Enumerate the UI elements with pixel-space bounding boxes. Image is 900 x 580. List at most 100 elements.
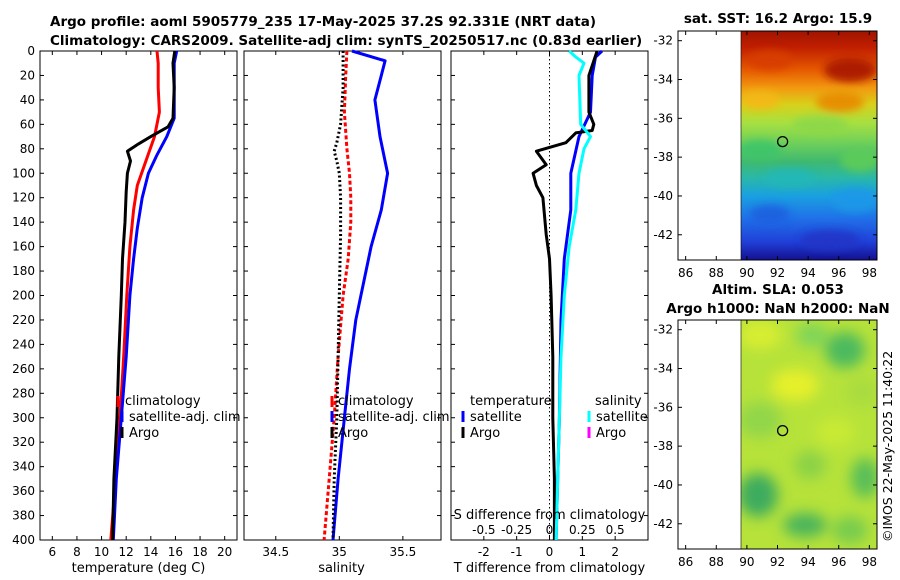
map-y-tick-label: -32 <box>653 323 673 337</box>
y-tick-label: 20 <box>20 68 35 82</box>
y-tick-label: 120 <box>12 191 35 205</box>
difference-legend-temperature: temperature satellite Argo <box>461 394 552 441</box>
salinity-frame <box>243 50 442 541</box>
map-y-tick-label: -38 <box>653 150 673 164</box>
sla-map-title-line2: Argo h1000: NaN h2000: NaN <box>666 301 889 317</box>
figure-title-line2: Climatology: CARS2009. Satellite-adj cli… <box>50 33 642 49</box>
y-tick-label: 40 <box>20 93 35 107</box>
series-line-argo <box>111 50 177 541</box>
difference-axes: -2 -1 0 1 2 -0.5 -0.25 0 0.25 0.5 <box>451 50 648 559</box>
map-y-tick-label: -36 <box>653 111 673 125</box>
y-tick-label: 260 <box>12 362 35 376</box>
difference-legend-salinity: salinity satellite Argo <box>587 394 648 441</box>
y-tick-label: 160 <box>12 240 35 254</box>
map-y-tick-label: -42 <box>653 228 673 242</box>
map-y-tick-label: -38 <box>653 439 673 453</box>
salinity-panel: 34.5 35 35.5 salinity climatology satellit… <box>243 49 450 576</box>
x-tick-label: 14 <box>143 545 158 559</box>
sla-map-axes: 86 88 90 92 94 96 98 -32 -34 -36 -38 -40 -42 <box>653 320 877 569</box>
y-tick-label: 180 <box>12 264 35 278</box>
y-tick-label: 100 <box>12 166 35 180</box>
argo-float-marker <box>776 135 789 148</box>
y-tick-label: 200 <box>12 289 35 303</box>
map-x-tick-label: 94 <box>800 555 815 569</box>
y-tick-label: 220 <box>12 313 35 327</box>
map-x-tick-label: 96 <box>831 555 846 569</box>
map-x-tick-label: 98 <box>862 266 877 280</box>
y-tick-label: 320 <box>12 435 35 449</box>
x-tick-label: 2 <box>611 545 619 559</box>
series-line-argo <box>531 50 599 540</box>
legend-header-salinity: salinity <box>595 394 642 409</box>
legend-label-sal-argo: Argo <box>596 426 626 441</box>
map-x-tick-label: 90 <box>739 555 754 569</box>
sla-field <box>741 320 877 549</box>
series-line-argo <box>331 51 345 541</box>
y-tick-label: 400 <box>12 533 35 547</box>
map-x-tick-label: 94 <box>800 266 815 280</box>
map-x-tick-label: 86 <box>678 266 693 280</box>
x-tick-label: 16 <box>168 545 183 559</box>
legend-label-temp-satellite: satellite <box>470 410 522 425</box>
figure-title-line1: Argo profile: aoml 5905779_235 17-May-20… <box>50 14 596 30</box>
sla-map-title-line1: Altim. SLA: 0.053 <box>712 282 844 298</box>
map-x-tick-label: 98 <box>862 555 877 569</box>
x-tick-label: 35.5 <box>390 545 417 559</box>
y-tick-label: 60 <box>20 117 35 131</box>
imos-credit: ©IMOS 22-May-2025 11:40:22 <box>880 351 895 542</box>
sla-map: Altim. SLA: 0.053 Argo h1000: NaN h2000:… <box>653 282 889 569</box>
legend-label-argo: Argo <box>338 426 368 441</box>
map-x-tick-label: 92 <box>770 555 785 569</box>
map-y-tick-label: -32 <box>653 34 673 48</box>
x-tick-label: 10 <box>94 545 109 559</box>
map-x-tick-label: 88 <box>709 555 724 569</box>
x2-tick-label: 0.25 <box>569 523 596 537</box>
temperature-legend: climatology satellite-adj. clim Argo <box>116 394 241 441</box>
x2-tick-label: 0 <box>546 523 554 537</box>
x-tick-label: -2 <box>478 545 490 559</box>
map-y-tick-label: -34 <box>653 73 673 87</box>
temperature-axes: 0 20 40 60 80 100 120 140 160 180 200 220 240 260 280 3… <box>12 44 237 559</box>
temperature-series <box>109 50 179 541</box>
y-tick-label: 80 <box>20 142 35 156</box>
legend-label-satellite: satellite-adj. clim <box>129 410 241 425</box>
legend-label-temp-argo: Argo <box>470 426 500 441</box>
x-tick-label: 0 <box>546 545 554 559</box>
series-line-satellite-adj-clim <box>331 49 390 541</box>
series-line-climatology <box>322 50 353 541</box>
legend-label-climatology: climatology <box>338 394 414 409</box>
difference-panel: -2 -1 0 1 2 -0.5 -0.25 0 0.25 0.5 S difference fr… <box>450 49 649 576</box>
legend-header-temperature: temperature <box>470 394 552 409</box>
legend-label-climatology: climatology <box>125 394 201 409</box>
salinity-difference-label: S difference from climatology <box>454 508 646 523</box>
sst-map-title: sat. SST: 16.2 Argo: 15.9 <box>684 11 872 27</box>
map-y-tick-label: -40 <box>653 478 673 492</box>
series-line-salinity-satellite <box>554 49 592 541</box>
x2-tick-label: 0.5 <box>606 523 625 537</box>
x-tick-label: 18 <box>192 545 207 559</box>
y-tick-label: 300 <box>12 411 35 425</box>
y-tick-label: 140 <box>12 215 35 229</box>
x-tick-label: 8 <box>73 545 81 559</box>
temperature-xlabel: temperature (deg C) <box>72 561 206 576</box>
salinity-series <box>322 49 390 541</box>
x-tick-label: 20 <box>217 545 232 559</box>
map-y-tick-label: -42 <box>653 517 673 531</box>
x2-tick-label: -0.25 <box>501 523 532 537</box>
temperature-difference-xlabel: T difference from climatology <box>453 561 646 576</box>
map-y-tick-label: -34 <box>653 362 673 376</box>
map-x-tick-label: 90 <box>739 266 754 280</box>
argo-float-marker <box>776 424 789 437</box>
series-line-satellite-adj-clim <box>111 50 179 541</box>
x-tick-label: 1 <box>579 545 587 559</box>
legend-label-satellite: satellite-adj. clim <box>338 410 450 425</box>
legend-label-sal-satellite: satellite <box>596 410 648 425</box>
map-x-tick-label: 86 <box>678 555 693 569</box>
x-tick-label: -1 <box>511 545 523 559</box>
salinity-xlabel: salinity <box>318 561 365 576</box>
map-x-tick-label: 92 <box>770 266 785 280</box>
map-x-tick-label: 88 <box>709 266 724 280</box>
y-tick-label: 280 <box>12 386 35 400</box>
difference-series <box>531 49 604 541</box>
